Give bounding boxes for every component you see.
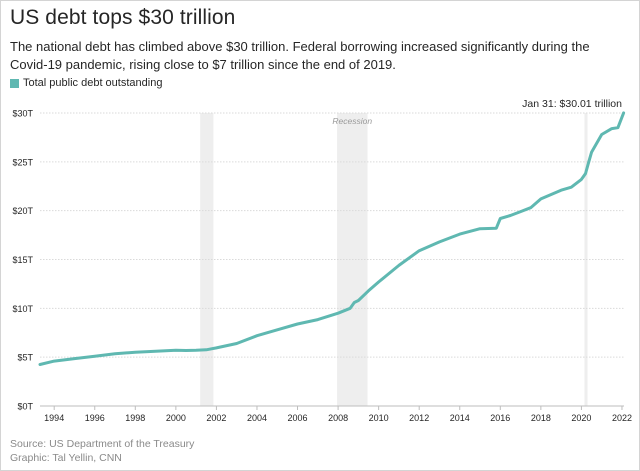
shaded-period-0 [200,113,214,406]
x-tick-label: 2000 [166,413,186,423]
legend-swatch [10,78,19,88]
x-tick-label: 1998 [125,413,145,423]
y-tick-label: $0T [17,402,33,412]
end-value-annotation: Jan 31: $30.01 trillion [522,98,622,110]
x-tick-label: 2016 [490,413,510,423]
y-tick-label: $20T [12,206,33,216]
x-tick-label: 2020 [571,413,591,423]
y-tick-label: $15T [12,255,33,265]
x-tick-label: 2008 [328,413,348,423]
chart-subtitle: The national debt has climbed above $30 … [10,39,590,72]
x-tick-label: 2010 [369,413,389,423]
x-tick-label: 1996 [85,413,105,423]
credit-note: Graphic: Tal Yellin, CNN [10,452,122,464]
x-tick-label: 2018 [531,413,551,423]
legend: Total public debt outstanding [10,77,162,89]
x-tick-label: 2012 [409,413,429,423]
footer: Source: US Department of the Treasury Gr… [10,437,194,465]
recession-label: Recession [332,116,372,126]
shaded-period-2 [584,113,588,406]
series-line-0 [38,111,626,366]
source-note: Source: US Department of the Treasury [10,438,195,450]
y-tick-label: $5T [17,353,33,363]
x-tick-label: 2004 [247,413,267,423]
x-tick-label: 2002 [206,413,226,423]
y-tick-label: $10T [12,304,33,314]
x-tick-label: 1994 [44,413,64,423]
legend-label: Total public debt outstanding [23,77,163,89]
x-tick-label: 2006 [288,413,308,423]
y-tick-label: $30T [12,109,33,119]
x-tick-label: 2022 [612,413,632,423]
y-tick-label: $25T [12,157,33,167]
chart-title: US debt tops $30 trillion [10,6,236,29]
x-tick-label: 2014 [450,413,470,423]
